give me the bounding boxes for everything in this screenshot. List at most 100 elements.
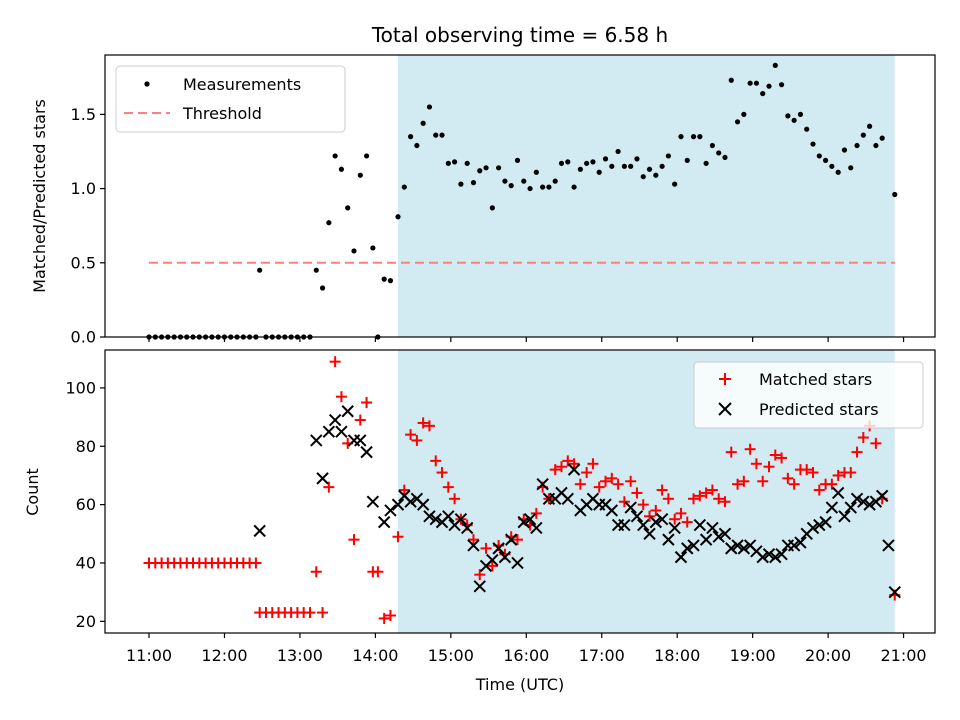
matched-star-point bbox=[788, 478, 800, 490]
measurement-point bbox=[439, 132, 445, 138]
legend-label-matched: Matched stars bbox=[759, 370, 872, 389]
matched-star-point bbox=[467, 534, 479, 546]
measurement-point bbox=[621, 163, 627, 169]
predicted-star-point bbox=[618, 518, 631, 532]
matched-star-point bbox=[832, 469, 844, 481]
measurement-point bbox=[565, 159, 571, 165]
measurement-point bbox=[873, 142, 879, 149]
matched-star-point bbox=[354, 414, 366, 426]
x-axis-label: Time (UTC) bbox=[475, 675, 564, 694]
measurement-point bbox=[659, 163, 665, 169]
matched-star-point bbox=[600, 475, 612, 487]
measurement-point bbox=[357, 172, 363, 178]
measurement-point bbox=[257, 267, 263, 273]
measurement-point bbox=[477, 168, 483, 174]
measurement-point bbox=[452, 159, 458, 165]
measurement-point bbox=[584, 160, 590, 166]
measurement-point bbox=[351, 248, 357, 254]
predicted-star-point bbox=[643, 527, 656, 541]
matched-star-point bbox=[430, 455, 442, 467]
matched-star-point bbox=[549, 464, 561, 476]
measurement-point bbox=[420, 120, 426, 126]
y-tick-label: 0.0 bbox=[71, 328, 96, 347]
matched-star-point bbox=[436, 467, 448, 479]
predicted-star-point bbox=[794, 536, 807, 549]
predicted-star-point bbox=[756, 550, 769, 564]
measurement-point bbox=[835, 169, 841, 175]
measurement-point bbox=[722, 154, 728, 161]
predicted-star-point bbox=[787, 539, 801, 552]
measurement-point bbox=[778, 82, 785, 88]
measurement-point bbox=[363, 153, 370, 159]
predicted-star-point bbox=[844, 501, 857, 514]
predicted-star-point bbox=[404, 495, 417, 508]
predicted-star-point bbox=[335, 425, 348, 438]
measurement-point bbox=[521, 178, 527, 184]
measurement-point bbox=[508, 183, 514, 189]
matched-star-point bbox=[782, 472, 794, 484]
measurement-point bbox=[326, 220, 332, 226]
measurement-point bbox=[332, 153, 338, 159]
matched-star-point bbox=[719, 496, 731, 508]
x-tick-label: 16:00 bbox=[503, 646, 549, 665]
measurement-point bbox=[684, 157, 690, 163]
matched-star-point bbox=[650, 504, 662, 516]
measurement-point bbox=[640, 174, 646, 180]
matched-stars-points bbox=[143, 356, 901, 624]
predicted-star-point bbox=[825, 501, 839, 514]
predicted-star-point bbox=[775, 548, 788, 561]
measurement-point bbox=[370, 245, 376, 251]
bottom-y-ticks: 20 40 60 80 100 bbox=[65, 378, 105, 631]
matched-star-point bbox=[618, 496, 630, 508]
matched-star-point bbox=[372, 566, 384, 578]
matched-star-point bbox=[637, 499, 649, 511]
measurement-point bbox=[489, 205, 495, 211]
predicted-star-point bbox=[687, 539, 700, 552]
predicted-star-point bbox=[731, 539, 744, 552]
matched-star-point bbox=[656, 484, 668, 496]
measurement-point bbox=[766, 83, 772, 89]
predicted-star-point bbox=[649, 515, 663, 529]
predicted-star-point bbox=[354, 434, 367, 447]
matched-star-point bbox=[713, 493, 725, 505]
measurement-point bbox=[716, 150, 722, 156]
predicted-star-point bbox=[637, 518, 650, 532]
y-tick-label: 60 bbox=[76, 495, 96, 514]
top-axes-frame bbox=[104, 54, 936, 338]
measurement-point bbox=[395, 214, 401, 220]
predicted-star-point bbox=[504, 533, 518, 546]
matched-star-point bbox=[706, 484, 718, 496]
matched-star-point bbox=[593, 481, 605, 493]
matched-star-point bbox=[776, 452, 788, 464]
top-x-ticks bbox=[148, 337, 905, 342]
predicted-star-point bbox=[360, 445, 373, 459]
matched-star-point bbox=[361, 397, 373, 409]
bottom-axes-frame bbox=[104, 349, 936, 634]
measurement-point bbox=[785, 113, 791, 119]
predicted-star-point bbox=[454, 513, 468, 526]
predicted-star-point bbox=[429, 513, 442, 526]
matched-star-point bbox=[335, 391, 347, 403]
measurement-point bbox=[558, 160, 565, 166]
matched-star-point bbox=[681, 516, 693, 528]
measurement-point bbox=[571, 184, 577, 190]
measurement-point bbox=[464, 160, 470, 166]
matched-star-point bbox=[688, 493, 700, 505]
predicted-star-point bbox=[674, 550, 688, 564]
matched-star-point bbox=[625, 475, 637, 487]
matched-star-point bbox=[304, 607, 316, 619]
measurement-point bbox=[653, 172, 659, 178]
predicted-star-point bbox=[813, 518, 826, 532]
matched-star-point bbox=[398, 484, 410, 496]
y-tick-label: 20 bbox=[76, 612, 96, 631]
measurement-point bbox=[540, 184, 546, 190]
measurement-point bbox=[672, 181, 678, 187]
measurement-point bbox=[879, 135, 885, 141]
predicted-star-point bbox=[725, 542, 738, 555]
legend-label-threshold: Threshold bbox=[182, 104, 262, 123]
predicted-star-point bbox=[888, 585, 901, 599]
matched-star-point bbox=[486, 560, 498, 572]
matched-star-point bbox=[851, 446, 863, 458]
measurement-point bbox=[646, 166, 653, 172]
